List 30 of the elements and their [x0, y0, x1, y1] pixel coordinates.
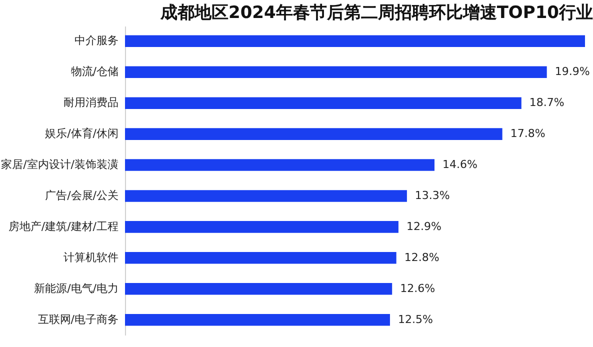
data-label: 18.7% — [529, 96, 564, 110]
y-tick-label: 家居/室内设计/装饰装潢 — [1, 158, 118, 172]
data-label: 17.8% — [510, 127, 546, 140]
bar — [125, 97, 522, 109]
y-tick-label: 计算机软件 — [64, 250, 118, 264]
data-label: 13.3% — [414, 188, 450, 202]
y-tick-label: 新能源/电气/电力 — [34, 282, 118, 295]
data-label: 12.9% — [406, 220, 442, 233]
bar — [125, 128, 502, 140]
bar — [125, 35, 585, 48]
bar — [125, 282, 392, 295]
y-tick-label: 娱乐/体育/休闲 — [45, 127, 118, 140]
data-label: 19.9% — [554, 65, 590, 78]
y-tick-label: 房地产/建筑/建材/工程 — [8, 220, 118, 233]
data-label: 12.5% — [398, 312, 433, 326]
data-label: 12.6% — [400, 282, 436, 295]
data-label: 12.8% — [404, 250, 440, 264]
data-label: 14.6% — [442, 158, 478, 172]
bar — [125, 221, 398, 233]
y-tick-label: 耐用消费品 — [64, 96, 118, 110]
y-tick-label: 广告/会展/公关 — [45, 188, 118, 202]
bar — [125, 66, 547, 78]
bar — [125, 159, 434, 171]
y-tick-label: 互联网/电子商务 — [38, 312, 118, 326]
bar — [125, 252, 396, 264]
y-tick-label: 中介服务 — [74, 34, 118, 48]
bar — [125, 314, 390, 326]
bar — [125, 190, 407, 202]
y-tick-label: 物流/仓储 — [70, 65, 118, 78]
chart-title: 成都地区2024年春节后第二周招聘环比增速TOP10行业 — [160, 3, 593, 23]
